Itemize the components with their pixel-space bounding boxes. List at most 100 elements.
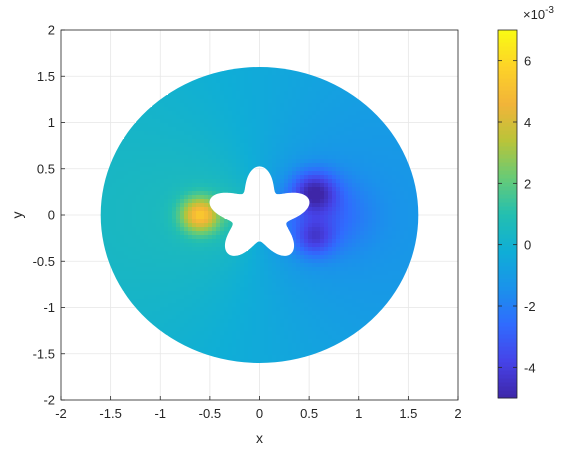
field-cell: [240, 167, 245, 172]
field-cell: [284, 107, 289, 112]
field-cell: [188, 119, 193, 124]
field-cell: [324, 135, 329, 140]
field-cell: [284, 103, 289, 108]
field-cell: [308, 83, 313, 88]
field-cell: [156, 151, 161, 156]
field-cell: [248, 291, 253, 296]
field-cell: [336, 171, 341, 176]
field-cell: [252, 163, 257, 168]
field-cell: [200, 159, 205, 164]
field-cell: [280, 143, 285, 148]
field-cell: [300, 147, 305, 152]
field-cell: [188, 267, 193, 272]
field-cell: [140, 151, 145, 156]
field-cell: [224, 187, 229, 192]
field-cell: [268, 103, 273, 108]
field-cell: [360, 111, 365, 116]
field-cell: [180, 251, 185, 256]
field-cell: [304, 91, 309, 96]
field-cell: [376, 187, 381, 192]
field-cell: [168, 115, 173, 120]
field-cell: [312, 187, 317, 192]
field-cell: [260, 295, 265, 300]
field-cell: [204, 111, 209, 116]
field-cell: [312, 279, 317, 284]
field-cell: [248, 275, 253, 280]
field-cell: [188, 331, 193, 336]
field-cell: [268, 107, 273, 112]
field-cell: [312, 175, 317, 180]
field-cell: [256, 103, 261, 108]
colorbar-segment: [498, 94, 517, 99]
field-cell: [396, 187, 401, 192]
field-cell: [116, 235, 121, 240]
field-cell: [368, 195, 373, 200]
field-cell: [212, 159, 217, 164]
field-cell: [160, 155, 165, 160]
field-cell: [232, 107, 237, 112]
field-cell: [256, 339, 261, 344]
field-cell: [216, 307, 221, 312]
field-cell: [292, 251, 297, 256]
field-cell: [180, 175, 185, 180]
field-cell: [184, 263, 189, 268]
field-cell: [300, 347, 305, 352]
field-cell: [356, 327, 361, 332]
field-cell: [108, 251, 113, 256]
field-cell: [156, 215, 161, 220]
field-cell: [264, 135, 269, 140]
field-cell: [344, 167, 349, 172]
field-cell: [144, 315, 149, 320]
field-cell: [208, 107, 213, 112]
field-cell: [216, 123, 221, 128]
field-cell: [216, 171, 221, 176]
field-cell: [208, 315, 213, 320]
field-cell: [256, 83, 261, 88]
field-cell: [388, 155, 393, 160]
field-cell: [308, 315, 313, 320]
field-cell: [156, 259, 161, 264]
field-cell: [292, 219, 297, 224]
field-cell: [280, 299, 285, 304]
field-cell: [372, 239, 377, 244]
field-cell: [224, 259, 229, 264]
field-cell: [216, 271, 221, 276]
field-cell: [136, 259, 141, 264]
field-cell: [140, 179, 145, 184]
field-cell: [240, 123, 245, 128]
field-cell: [188, 203, 193, 208]
field-cell: [128, 139, 133, 144]
field-cell: [388, 267, 393, 272]
field-cell: [268, 323, 273, 328]
field-cell: [224, 99, 229, 104]
field-cell: [260, 311, 265, 316]
field-cell: [332, 119, 337, 124]
field-cell: [272, 351, 277, 356]
field-cell: [168, 323, 173, 328]
field-cell: [304, 271, 309, 276]
field-cell: [376, 203, 381, 208]
field-cell: [376, 239, 381, 244]
field-cell: [204, 303, 209, 308]
field-cell: [328, 127, 333, 132]
field-cell: [248, 67, 253, 72]
field-cell: [276, 263, 281, 268]
field-cell: [172, 187, 177, 192]
field-cell: [224, 311, 229, 316]
field-cell: [192, 139, 197, 144]
field-cell: [296, 111, 301, 116]
field-cell: [276, 355, 281, 360]
field-cell: [344, 331, 349, 336]
field-cell: [272, 183, 277, 188]
field-cell: [252, 159, 257, 164]
field-cell: [256, 259, 261, 264]
field-cell: [252, 323, 257, 328]
field-cell: [148, 315, 153, 320]
field-cell: [172, 199, 177, 204]
colorbar-segment: [498, 290, 517, 295]
field-cell: [320, 271, 325, 276]
colorbar-segment: [498, 142, 517, 147]
field-cell: [216, 279, 221, 284]
field-cell: [192, 79, 197, 84]
field-cell: [272, 95, 277, 100]
